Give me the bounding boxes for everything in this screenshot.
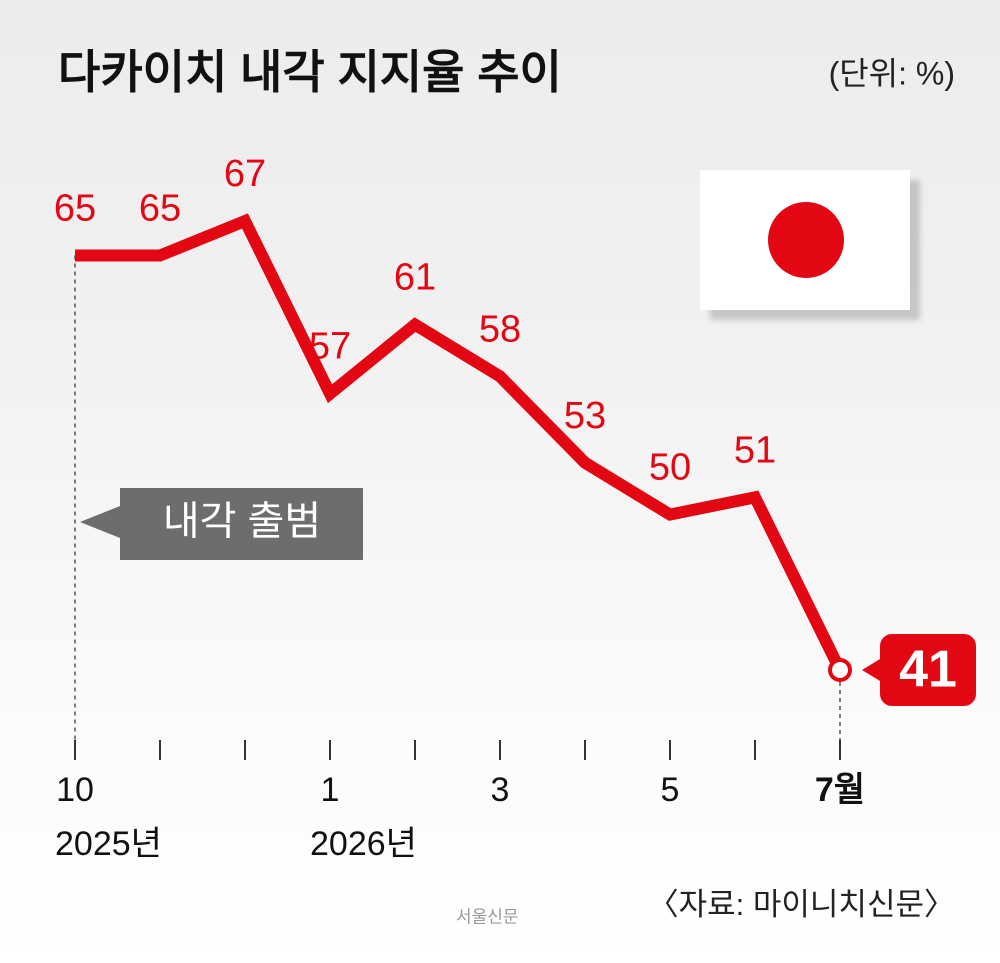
value-label: 53 <box>564 395 606 437</box>
annotation: 내각 출범 <box>163 500 321 544</box>
point-marker <box>828 658 852 682</box>
value-label: 57 <box>309 326 351 368</box>
credit: 서울신문 <box>456 907 519 926</box>
value-label: 51 <box>734 429 776 471</box>
plot: 10 2025년 1 2026년 3 5 7월 65 65 67 57 61 58 53 50 51 41 내각 … <box>54 153 976 863</box>
unit-label: (단위: %) <box>829 55 955 91</box>
value-label: 61 <box>394 257 436 299</box>
x-tick-label: 1 <box>321 771 340 809</box>
line <box>75 213 846 673</box>
year-label: 2025년 <box>55 825 162 863</box>
value-label: 50 <box>649 447 691 489</box>
x-tick-label: 5 <box>661 771 680 809</box>
value-label: 41 <box>899 641 957 699</box>
x-tick-label: 10 <box>56 771 94 809</box>
value-label: 65 <box>139 188 181 230</box>
flag <box>700 170 910 310</box>
badge-pointer <box>862 656 885 684</box>
year-label: 2026년 <box>310 825 417 863</box>
x-tick-label: 7월 <box>815 771 865 809</box>
value-label: 58 <box>479 308 521 350</box>
annotation-box <box>80 488 363 560</box>
flag-sun <box>768 202 844 278</box>
source: 〈자료: 마이니치신문〉 <box>648 887 955 922</box>
badge <box>880 634 976 706</box>
x-tick-label: 3 <box>491 771 510 809</box>
value-label: 67 <box>224 153 266 195</box>
chart-title: 다카이치 내각 지지율 추이 <box>58 46 562 98</box>
value-label: 65 <box>54 188 96 230</box>
